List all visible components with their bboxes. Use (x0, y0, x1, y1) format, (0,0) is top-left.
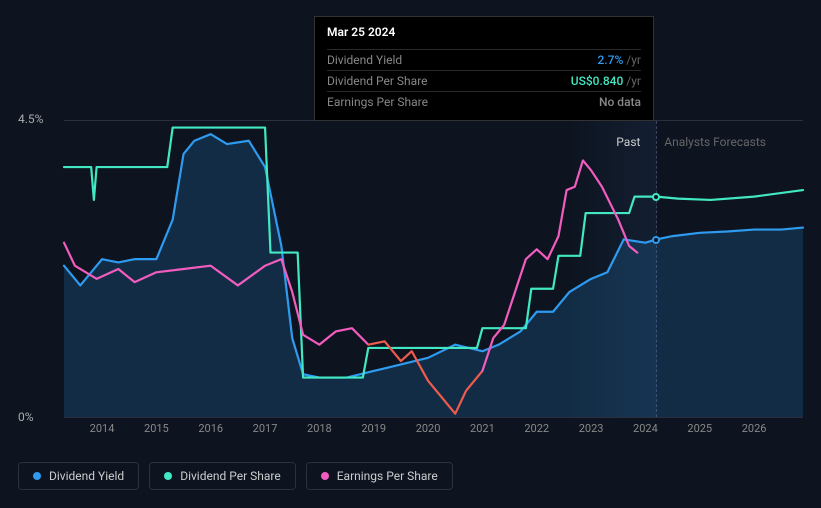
x-tick-label: 2022 (524, 422, 549, 435)
tooltip-row-value: 2.7%/yr (597, 53, 641, 67)
tooltip-row-value: US$0.840/yr (571, 74, 641, 88)
x-tick-label: 2015 (144, 422, 169, 435)
x-tick-label: 2019 (361, 422, 386, 435)
x-tick-label: 2020 (416, 422, 441, 435)
tooltip-row: Dividend Yield 2.7%/yr (327, 49, 641, 70)
tooltip: Mar 25 2024 Dividend Yield2.7%/yrDividen… (314, 16, 654, 121)
x-tick-label: 2014 (90, 422, 115, 435)
tooltip-row-value: No data (599, 95, 641, 109)
series-marker (652, 193, 660, 201)
legend-item[interactable]: Earnings Per Share (306, 462, 453, 490)
legend-label: Earnings Per Share (337, 469, 438, 483)
tooltip-row-label: Dividend Per Share (327, 74, 428, 88)
tooltip-row-label: Earnings Per Share (327, 95, 428, 109)
x-tick-label: 2024 (633, 422, 658, 435)
x-tick-label: 2021 (470, 422, 495, 435)
tooltip-row: Dividend Per Share US$0.840/yr (327, 70, 641, 91)
x-tick-label: 2017 (253, 422, 278, 435)
series-marker (652, 236, 660, 244)
tooltip-date: Mar 25 2024 (327, 25, 641, 45)
legend-dot-icon (33, 472, 41, 480)
x-tick-label: 2023 (579, 422, 604, 435)
y-tick-label: 0% (18, 410, 34, 424)
legend-label: Dividend Per Share (180, 469, 281, 483)
y-tick-label: 4.5% (18, 112, 43, 126)
legend-dot-icon (164, 472, 172, 480)
legend-item[interactable]: Dividend Yield (18, 462, 139, 490)
x-tick-label: 2018 (307, 422, 332, 435)
chart: 4.5%0% Past Analysts Forecasts 201420152… (18, 108, 803, 418)
x-axis: 2014 2015 2016 2017 2018 2019 2020 2021 2022 2023… (64, 422, 803, 442)
chart-lines (64, 121, 803, 417)
x-tick-label: 2026 (742, 422, 767, 435)
x-tick-label: 2016 (198, 422, 223, 435)
legend-dot-icon (321, 472, 329, 480)
tooltip-row: Earnings Per Share No data (327, 91, 641, 112)
legend-label: Dividend Yield (49, 469, 124, 483)
legend: Dividend Yield Dividend Per Share Earnings… (18, 462, 453, 490)
x-tick-label: 2025 (687, 422, 712, 435)
tooltip-row-label: Dividend Yield (327, 53, 402, 67)
plot-area[interactable]: Past Analysts Forecasts (64, 120, 803, 418)
legend-item[interactable]: Dividend Per Share (149, 462, 296, 490)
